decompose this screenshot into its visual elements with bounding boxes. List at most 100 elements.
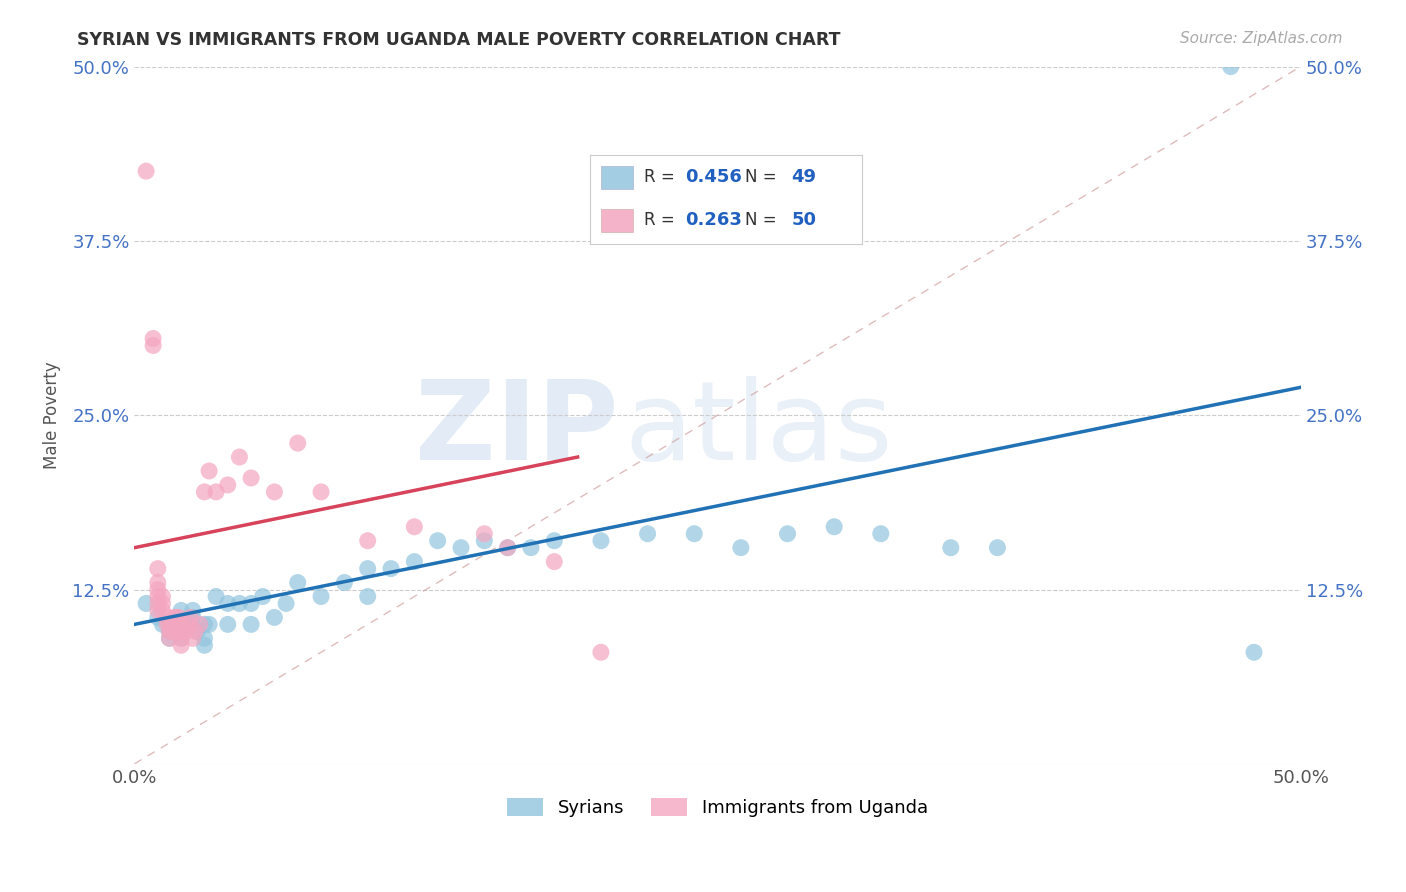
Point (193, 617, 215, 632)
Point (170, 624, 193, 639)
Point (146, 561, 169, 575)
Point (589, 645, 612, 659)
Bar (600, 209, 634, 232)
Text: R =: R = (644, 211, 681, 229)
Text: 0.456: 0.456 (685, 169, 742, 186)
Point (217, 617, 239, 632)
Point (170, 617, 193, 632)
Point (252, 590, 274, 604)
Point (543, 533, 565, 548)
Point (263, 610, 285, 624)
Point (146, 603, 169, 617)
Text: Source: ZipAtlas.com: Source: ZipAtlas.com (1180, 31, 1343, 46)
Point (1243, 645, 1265, 659)
Point (146, 582, 169, 597)
Point (170, 632, 193, 646)
Point (274, 597, 297, 611)
Text: ZIP: ZIP (415, 376, 619, 483)
Point (181, 603, 204, 617)
Point (198, 464, 221, 478)
Point (543, 555, 565, 569)
Point (730, 541, 752, 555)
Point (869, 526, 891, 541)
Point (170, 603, 193, 617)
Point (135, 164, 157, 178)
Text: N =: N = (745, 169, 782, 186)
Point (426, 533, 449, 548)
Point (146, 590, 169, 604)
Point (170, 638, 193, 652)
Point (152, 590, 174, 604)
Point (184, 624, 207, 639)
Point (450, 541, 472, 555)
Point (181, 610, 204, 624)
Point (160, 624, 183, 639)
Point (188, 617, 211, 632)
Point (333, 575, 356, 590)
Point (404, 520, 426, 534)
Point (179, 610, 201, 624)
Point (186, 624, 208, 639)
Point (240, 617, 263, 632)
Point (228, 597, 250, 611)
Point (152, 597, 174, 611)
Point (240, 471, 263, 485)
Point (181, 632, 204, 646)
Point (174, 624, 197, 639)
Point (159, 624, 181, 639)
Point (159, 632, 181, 646)
Bar (600, 166, 634, 189)
Point (159, 617, 181, 632)
Point (589, 533, 612, 548)
Text: N =: N = (745, 211, 782, 229)
Point (170, 624, 193, 639)
Point (380, 561, 402, 575)
Point (357, 590, 380, 604)
Point (142, 338, 165, 352)
Point (520, 541, 543, 555)
Point (170, 632, 193, 646)
Point (287, 575, 309, 590)
Point (217, 478, 239, 492)
Point (472, 526, 495, 541)
Point (263, 484, 285, 499)
Point (165, 617, 187, 632)
Point (152, 603, 174, 617)
Point (217, 597, 239, 611)
Point (357, 561, 380, 575)
Point (142, 332, 165, 346)
Point (177, 617, 200, 632)
Point (135, 597, 157, 611)
Point (193, 484, 215, 499)
Point (156, 617, 179, 632)
Point (163, 617, 186, 632)
Text: atlas: atlas (624, 376, 893, 483)
Point (167, 617, 190, 632)
Point (205, 590, 228, 604)
Point (174, 617, 197, 632)
Legend: Syrians, Immigrants from Uganda: Syrians, Immigrants from Uganda (501, 790, 935, 824)
Point (986, 541, 1008, 555)
Point (159, 624, 181, 639)
Point (823, 520, 845, 534)
Point (167, 610, 190, 624)
Point (198, 617, 221, 632)
Point (159, 632, 181, 646)
Point (146, 610, 169, 624)
Point (240, 597, 263, 611)
Point (156, 610, 179, 624)
Point (357, 533, 380, 548)
Point (472, 533, 495, 548)
Point (939, 541, 962, 555)
Point (165, 624, 187, 639)
Point (163, 610, 186, 624)
Y-axis label: Male Poverty: Male Poverty (44, 361, 60, 469)
Point (776, 526, 799, 541)
Point (193, 638, 215, 652)
Point (404, 555, 426, 569)
Point (287, 436, 309, 450)
Text: SYRIAN VS IMMIGRANTS FROM UGANDA MALE POVERTY CORRELATION CHART: SYRIAN VS IMMIGRANTS FROM UGANDA MALE PO… (77, 31, 841, 49)
Text: R =: R = (644, 169, 681, 186)
Point (228, 450, 250, 464)
Point (309, 590, 332, 604)
